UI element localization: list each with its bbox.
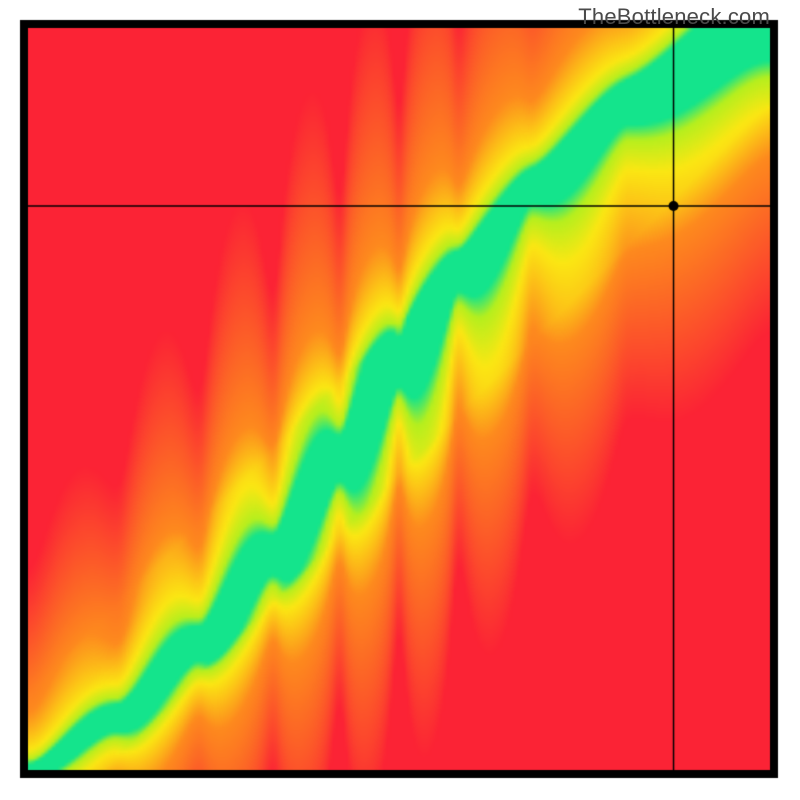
heatmap-canvas — [0, 0, 800, 800]
watermark-text: TheBottleneck.com — [578, 4, 770, 30]
chart-container: TheBottleneck.com — [0, 0, 800, 800]
